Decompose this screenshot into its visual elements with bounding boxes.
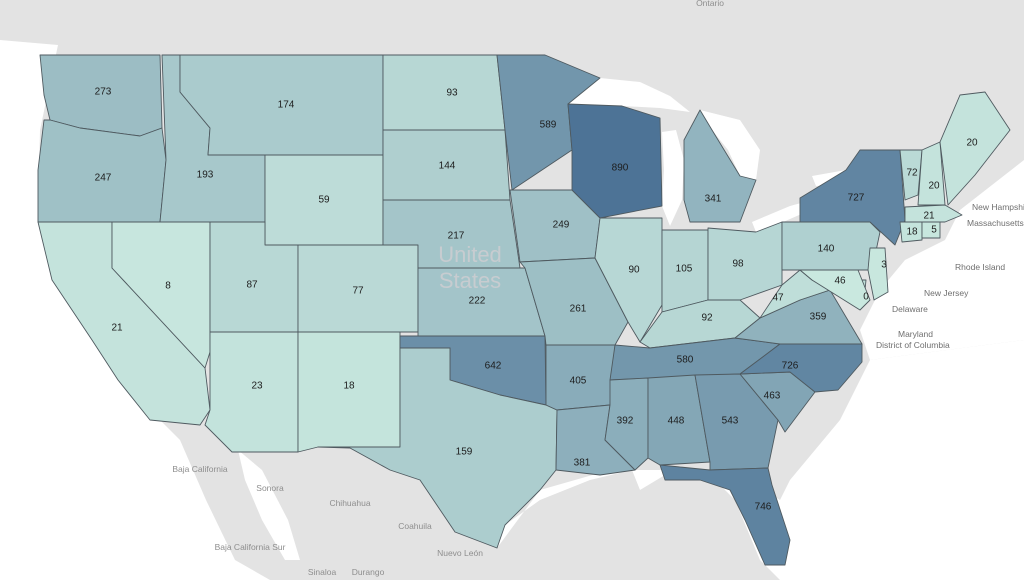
- label-district-of-columbia: District of Columbia: [876, 340, 950, 350]
- state-value-nd: 93: [446, 88, 458, 99]
- state-md[interactable]: [799, 269, 871, 311]
- state-value-ca: 21: [111, 323, 123, 334]
- state-value-il: 90: [628, 265, 640, 276]
- state-value-wa: 273: [95, 87, 112, 98]
- state-nj[interactable]: [867, 247, 889, 301]
- state-value-nj: 3: [881, 260, 887, 271]
- place-nuevo-leon: Nuevo León: [437, 548, 483, 558]
- state-value-ok: 642: [485, 361, 502, 372]
- state-value-md: 0: [863, 292, 869, 303]
- place-ontario: Ontario: [696, 0, 724, 8]
- state-value-ms: 392: [617, 416, 634, 427]
- state-value-ne: 217: [448, 231, 465, 242]
- state-value-ri: 5: [931, 225, 937, 236]
- label-maryland: Maryland: [898, 329, 933, 339]
- state-value-fl: 746: [755, 502, 772, 513]
- state-value-nv: 8: [165, 281, 171, 292]
- place-baja-california: Baja California: [172, 464, 228, 474]
- state-nm[interactable]: [297, 331, 401, 453]
- state-value-sd: 144: [439, 161, 456, 172]
- country-label-line2: States: [439, 268, 501, 293]
- place-durango: Durango: [352, 567, 385, 577]
- state-fl[interactable]: [659, 464, 791, 566]
- state-tx[interactable]: [317, 347, 558, 549]
- state-value-ga: 543: [722, 416, 739, 427]
- lake-huron: [700, 110, 760, 180]
- state-or[interactable]: [37, 119, 167, 223]
- state-ri[interactable]: [921, 221, 941, 239]
- state-value-in: 105: [676, 264, 693, 275]
- state-ct[interactable]: [899, 221, 923, 243]
- state-value-mo: 261: [570, 304, 587, 315]
- state-value-wv: 47: [772, 293, 784, 304]
- state-nd[interactable]: [382, 54, 506, 131]
- state-value-de: 46: [834, 276, 846, 287]
- label-new-jersey: New Jersey: [924, 288, 969, 298]
- state-value-wy: 59: [318, 195, 330, 206]
- state-me[interactable]: [939, 91, 1011, 206]
- label-massachusetts: Massachusetts: [967, 218, 1024, 228]
- label-delaware: Delaware: [892, 304, 928, 314]
- state-value-ky: 92: [701, 313, 713, 324]
- state-value-ct: 18: [906, 227, 918, 238]
- place-chihuahua: Chihuahua: [329, 498, 370, 508]
- state-value-nh: 20: [928, 181, 940, 192]
- place-baja-california-sur: Baja California Sur: [215, 542, 286, 552]
- atlantic-ocean: [860, 160, 1024, 360]
- state-value-ma: 21: [923, 211, 935, 222]
- state-value-sc: 463: [764, 391, 781, 402]
- state-value-al: 448: [668, 416, 685, 427]
- state-value-mn: 589: [540, 120, 557, 131]
- state-nv[interactable]: [111, 221, 211, 369]
- state-value-oh: 98: [732, 259, 744, 270]
- state-value-az: 23: [251, 381, 263, 392]
- state-value-tn: 580: [677, 355, 694, 366]
- state-value-wi: 890: [612, 163, 629, 174]
- state-value-mi: 341: [705, 194, 722, 205]
- lake-michigan: [662, 130, 684, 226]
- state-value-ny: 727: [848, 193, 865, 204]
- state-az[interactable]: [204, 331, 299, 453]
- lake-erie: [752, 200, 812, 232]
- place-sinaloa: Sinaloa: [308, 567, 337, 577]
- pacific-ocean: [0, 40, 270, 580]
- state-value-pa: 140: [818, 244, 835, 255]
- state-value-vt: 72: [906, 168, 918, 179]
- country-label-line1: United: [438, 242, 502, 267]
- state-value-va: 359: [810, 312, 827, 323]
- state-value-ar: 405: [570, 376, 587, 387]
- state-value-mt: 174: [278, 100, 295, 111]
- gulf-of-mexico: [497, 340, 1024, 580]
- state-wi[interactable]: [567, 103, 663, 219]
- state-value-tx: 159: [456, 447, 473, 458]
- place-coahuila: Coahuila: [398, 521, 432, 531]
- state-ma[interactable]: [904, 204, 963, 223]
- state-oh[interactable]: [707, 221, 783, 301]
- state-value-or: 247: [95, 173, 112, 184]
- state-value-co: 77: [352, 286, 364, 297]
- label-rhode-island: Rhode Island: [955, 262, 1005, 272]
- state-value-ia: 249: [553, 220, 570, 231]
- state-value-nm: 18: [343, 381, 355, 392]
- gulf-of-california: [238, 450, 300, 560]
- state-al[interactable]: [647, 374, 711, 466]
- label-new-hampshire: New Hampshire: [972, 202, 1024, 212]
- state-value-me: 20: [966, 138, 978, 149]
- state-value-la: 381: [574, 458, 591, 469]
- state-value-nc: 726: [782, 361, 799, 372]
- state-mi[interactable]: [683, 109, 757, 223]
- state-vt[interactable]: [899, 149, 923, 201]
- state-value-id: 193: [197, 170, 214, 181]
- state-value-ut: 87: [246, 280, 258, 291]
- place-sonora: Sonora: [256, 483, 284, 493]
- state-value-ks: 222: [469, 296, 486, 307]
